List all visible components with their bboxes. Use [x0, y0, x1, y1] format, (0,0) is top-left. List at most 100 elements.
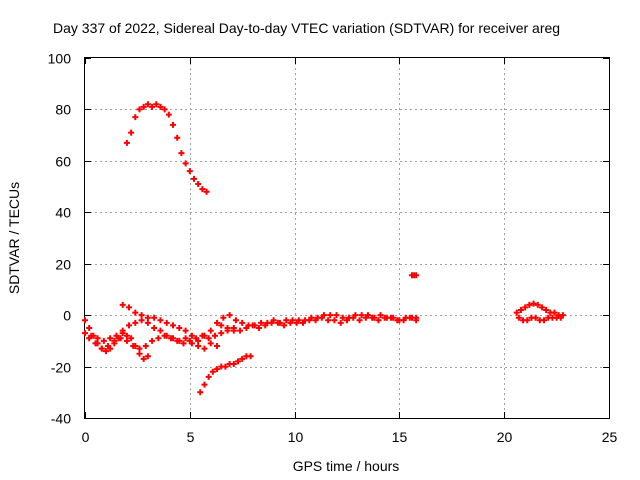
data-point: [312, 317, 319, 324]
data-point: [209, 368, 216, 375]
data-point: [167, 335, 174, 342]
y-axis-label: SDTVAR / TECUs: [6, 182, 22, 294]
data-point: [180, 340, 187, 347]
data-point: [513, 309, 520, 316]
data-point: [232, 317, 239, 324]
data-point: [86, 325, 93, 331]
data-point: [235, 358, 242, 365]
y-tick-label: -20: [51, 360, 71, 376]
data-point: [339, 314, 346, 321]
data-point: [199, 186, 206, 193]
data-point: [123, 139, 130, 146]
data-point: [362, 314, 369, 321]
data-point: [318, 314, 325, 321]
data-point: [157, 317, 164, 324]
y-tick-label: 20: [55, 257, 71, 273]
data-point: [136, 345, 143, 352]
data-point: [344, 317, 350, 324]
data-point: [283, 317, 290, 324]
data-point: [541, 317, 548, 324]
data-point: [132, 114, 139, 121]
data-point: [161, 106, 168, 113]
data-point: [517, 307, 524, 313]
x-tick-label: 0: [82, 429, 90, 445]
plot-frame: [84, 57, 610, 419]
data-points: [82, 101, 566, 396]
data-point: [413, 317, 420, 324]
data-point: [299, 319, 306, 326]
data-point: [515, 314, 522, 321]
data-point: [82, 330, 88, 337]
data-point: [274, 319, 281, 326]
data-point: [174, 134, 181, 141]
data-point: [136, 350, 143, 357]
data-point: [524, 317, 531, 324]
data-point: [224, 325, 231, 331]
data-point: [207, 327, 214, 334]
data-point: [94, 335, 101, 342]
data-point: [186, 168, 193, 175]
data-point: [356, 317, 363, 324]
data-point: [155, 335, 162, 342]
series-isolated: [408, 272, 420, 279]
data-point: [413, 272, 420, 279]
data-point: [205, 373, 212, 380]
data-point: [394, 317, 401, 324]
data-point: [543, 307, 550, 313]
data-point: [214, 366, 221, 373]
series-arc-high: [123, 101, 210, 195]
data-point: [532, 314, 539, 321]
data-point: [551, 309, 558, 316]
data-point: [331, 317, 338, 324]
data-point: [190, 175, 197, 182]
data-point: [557, 314, 564, 321]
chart-title: Day 337 of 2022, Sidereal Day-to-day VTE…: [53, 20, 560, 36]
data-point: [375, 317, 382, 324]
data-point: [144, 319, 151, 326]
data-point: [358, 312, 365, 319]
series-arc-low: [197, 353, 254, 396]
data-point: [107, 335, 114, 342]
data-point: [100, 337, 107, 344]
data-point: [258, 319, 265, 326]
data-point: [92, 340, 99, 347]
data-point: [237, 327, 244, 334]
data-point: [119, 301, 126, 308]
data-point: [201, 332, 208, 339]
data-point: [211, 332, 218, 339]
data-point: [149, 103, 156, 110]
data-point: [306, 317, 313, 324]
data-point: [222, 363, 229, 370]
x-tick-label: 25: [602, 429, 618, 445]
series-arc-main-2: [218, 314, 420, 334]
data-point: [144, 314, 151, 321]
x-tick-label: 10: [288, 429, 304, 445]
data-point: [117, 335, 124, 342]
data-point: [268, 319, 275, 326]
y-tick-label: 60: [55, 154, 71, 170]
data-point: [406, 314, 413, 321]
series-arc-mid-2: [82, 317, 221, 352]
data-point: [140, 355, 147, 362]
data-point: [105, 343, 112, 349]
data-point: [130, 343, 137, 349]
data-point: [337, 319, 344, 326]
data-point: [182, 160, 189, 167]
data-point: [113, 332, 120, 339]
data-point: [400, 317, 407, 324]
data-point: [369, 314, 376, 321]
data-point: [151, 325, 158, 331]
data-point: [195, 181, 202, 187]
axis-ticks: 0 5 10 15 20 25 -40 -20 0 20 40 60 80 100: [48, 51, 618, 446]
data-point: [186, 337, 193, 344]
data-point: [197, 389, 204, 396]
x-tick-label: 5: [187, 429, 195, 445]
data-point: [98, 345, 105, 352]
data-point: [82, 317, 88, 324]
data-point: [138, 312, 145, 319]
data-point: [176, 325, 183, 331]
data-point: [214, 319, 221, 326]
data-point: [149, 337, 156, 344]
data-point: [142, 343, 149, 349]
